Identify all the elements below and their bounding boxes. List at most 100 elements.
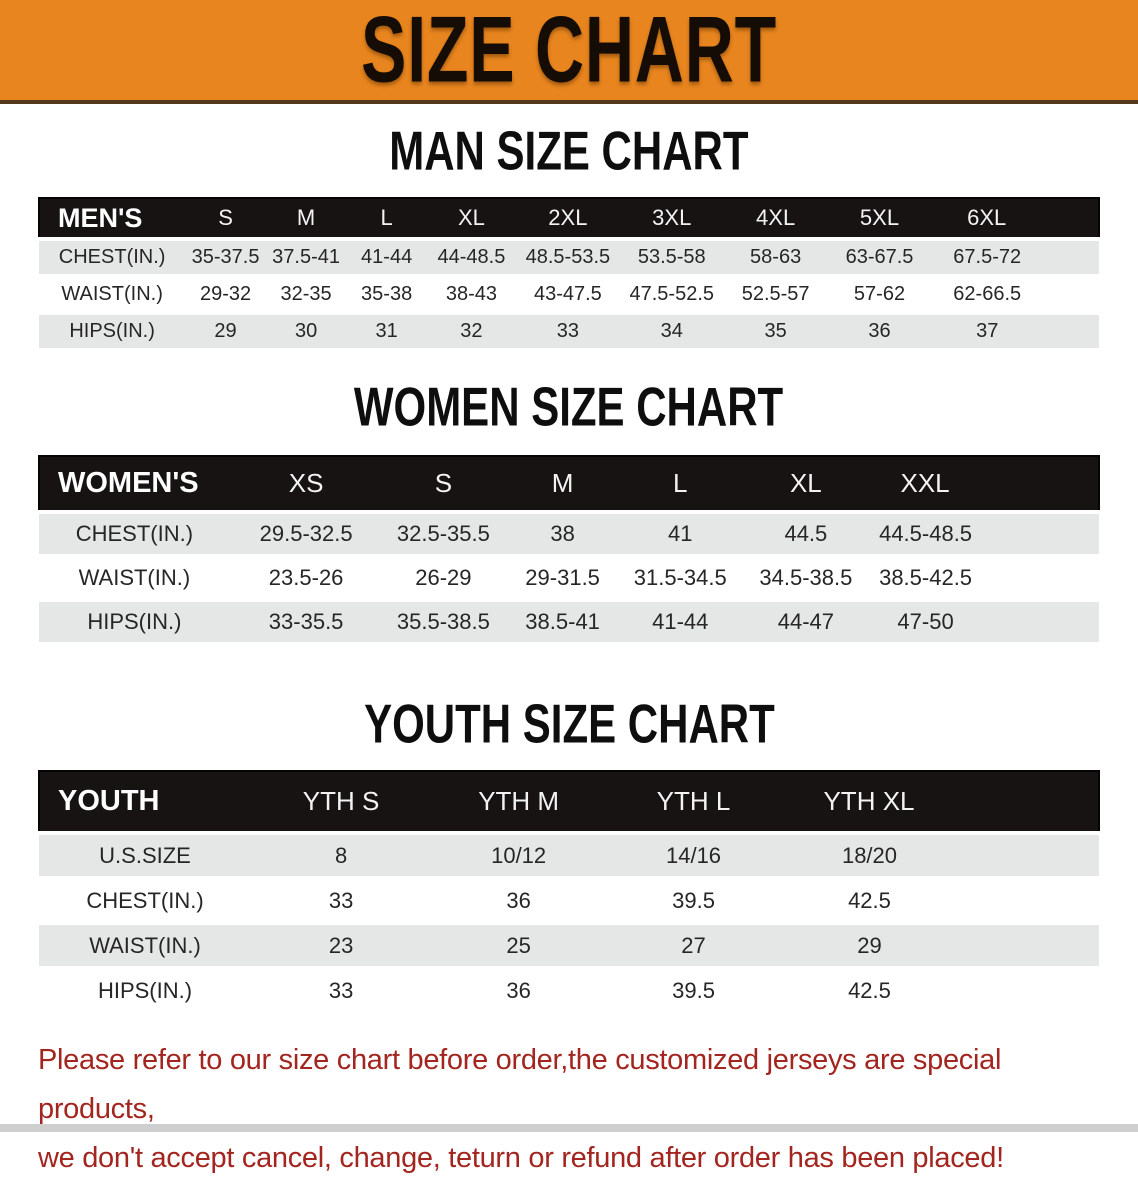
measurement-value: 34.5-38.5 bbox=[739, 554, 873, 600]
measurement-label: CHEST(IN.) bbox=[39, 510, 230, 556]
size-header-cell: YTH M bbox=[431, 770, 607, 834]
measurement-value: 42.5 bbox=[780, 966, 1099, 1011]
measurement-value: 52.5-57 bbox=[723, 274, 828, 313]
measurement-label: WAIST(IN.) bbox=[39, 921, 251, 968]
measurement-value: 41-44 bbox=[620, 598, 740, 642]
measurement-value: 37 bbox=[931, 311, 1099, 348]
measurement-value: 38.5-42.5 bbox=[872, 554, 1099, 600]
measurement-value: 36 bbox=[431, 876, 607, 923]
measurement-value: 35-38 bbox=[346, 274, 427, 313]
measurement-label: U.S.SIZE bbox=[39, 831, 251, 878]
man-size-chart-heading-text: MAN SIZE CHART bbox=[389, 120, 749, 182]
order-disclaimer: Please refer to our size chart before or… bbox=[38, 1036, 1118, 1183]
measurement-value: 35 bbox=[723, 311, 828, 348]
measurement-value: 63-67.5 bbox=[827, 237, 932, 276]
measurement-value: 39.5 bbox=[606, 876, 781, 923]
measurement-row: WAIST(IN.) 23.5-26 26-29 29-31.5 31.5-34.5 34… bbox=[39, 554, 1099, 600]
measurement-label: WAIST(IN.) bbox=[39, 554, 230, 600]
measurement-value: 29 bbox=[185, 311, 266, 348]
size-header-row: MEN'S S M L XL 2XL 3XL 4XL 5XL 6XL bbox=[37, 197, 1100, 240]
measurement-value: 41-44 bbox=[346, 237, 427, 276]
measurement-value: 29-32 bbox=[185, 274, 266, 313]
women-size-table: WOMEN'S XS S M L XL XXL CHEST(IN.) 29.5-32.5 32.5… bbox=[38, 455, 1100, 642]
bottom-edge-strip bbox=[0, 1124, 1138, 1132]
measurement-row: CHEST(IN.) 33 36 39.5 42.5 bbox=[39, 876, 1099, 923]
measurement-value: 38-43 bbox=[426, 274, 516, 313]
women-size-chart-heading-text: WOMEN SIZE CHART bbox=[354, 376, 784, 438]
women-size-chart-heading: WOMEN SIZE CHART bbox=[0, 376, 1138, 438]
measurement-value: 44.5 bbox=[739, 510, 873, 556]
measurement-value: 35-37.5 bbox=[185, 237, 266, 276]
measurement-row: HIPS(IN.) 33-35.5 35.5-38.5 38.5-41 41-44 44-… bbox=[39, 598, 1099, 642]
size-header-cell: 5XL bbox=[827, 197, 932, 240]
measurement-row: CHEST(IN.) 29.5-32.5 32.5-35.5 38 41 44.5 44.5… bbox=[39, 510, 1099, 556]
measurement-value: 35.5-38.5 bbox=[382, 598, 505, 642]
size-header-cell: S bbox=[382, 455, 505, 513]
size-header-cell: YTH L bbox=[606, 770, 781, 834]
measurement-value: 33 bbox=[515, 311, 620, 348]
measurement-value: 33-35.5 bbox=[229, 598, 383, 642]
size-header-cell: L bbox=[620, 455, 740, 513]
measurement-row: HIPS(IN.) 29 30 31 32 33 34 35 36 37 bbox=[39, 311, 1099, 348]
measurement-row: WAIST(IN.) 23 25 27 29 bbox=[39, 921, 1099, 968]
measurement-value: 33 bbox=[251, 966, 432, 1011]
measurement-value: 30 bbox=[265, 311, 347, 348]
measurement-value: 8 bbox=[251, 831, 432, 878]
measurement-value: 33 bbox=[251, 876, 432, 923]
measurement-value: 32.5-35.5 bbox=[382, 510, 505, 556]
size-header-row: YOUTH YTH S YTH M YTH L YTH XL bbox=[38, 770, 1101, 834]
measurement-value: 36 bbox=[431, 966, 607, 1011]
measurement-value: 37.5-41 bbox=[265, 237, 347, 276]
measurement-value: 26-29 bbox=[382, 554, 505, 600]
measurement-value: 53.5-58 bbox=[619, 237, 724, 276]
size-header-cell: L bbox=[346, 197, 427, 240]
measurement-value: 47-50 bbox=[872, 598, 1099, 642]
measurement-value: 29 bbox=[780, 921, 1099, 968]
measurement-value: 43-47.5 bbox=[515, 274, 620, 313]
measurement-row: WAIST(IN.) 29-32 32-35 35-38 38-43 43-47.5 47.… bbox=[39, 274, 1099, 313]
size-header-cell: 6XL bbox=[931, 197, 1100, 240]
measurement-value: 44.5-48.5 bbox=[872, 510, 1099, 556]
size-header-cell: 4XL bbox=[723, 197, 828, 240]
measurement-row: HIPS(IN.) 33 36 39.5 42.5 bbox=[39, 966, 1099, 1011]
measurement-label: WAIST(IN.) bbox=[39, 274, 186, 313]
measurement-value: 29-31.5 bbox=[504, 554, 621, 600]
measurement-value: 41 bbox=[620, 510, 740, 556]
measurement-value: 67.5-72 bbox=[931, 237, 1099, 276]
size-chart-banner: SIZE CHART bbox=[0, 0, 1138, 104]
measurement-value: 39.5 bbox=[606, 966, 781, 1011]
measurement-value: 23.5-26 bbox=[229, 554, 383, 600]
measurement-label: HIPS(IN.) bbox=[39, 966, 251, 1011]
man-size-chart-heading: MAN SIZE CHART bbox=[0, 120, 1138, 182]
measurement-value: 58-63 bbox=[723, 237, 828, 276]
size-header-row: WOMEN'S XS S M L XL XXL bbox=[38, 455, 1100, 513]
group-label: YOUTH bbox=[38, 770, 251, 834]
size-chart-title: SIZE CHART bbox=[361, 0, 777, 103]
youth-size-chart-heading: YOUTH SIZE CHART bbox=[0, 697, 1138, 752]
measurement-row: CHEST(IN.) 35-37.5 37.5-41 41-44 44-48.5 48.5… bbox=[39, 237, 1099, 276]
size-header-cell: S bbox=[185, 197, 266, 240]
measurement-value: 14/16 bbox=[606, 831, 781, 878]
size-header-cell: M bbox=[265, 197, 347, 240]
measurement-value: 32-35 bbox=[265, 274, 347, 313]
measurement-value: 62-66.5 bbox=[931, 274, 1099, 313]
measurement-value: 25 bbox=[431, 921, 607, 968]
disclaimer-line-1: Please refer to our size chart before or… bbox=[38, 1044, 1002, 1125]
measurement-value: 38 bbox=[504, 510, 621, 556]
measurement-value: 34 bbox=[619, 311, 724, 348]
youth-size-table: YOUTH YTH S YTH M YTH L YTH XL U.S.SIZE 8 10/12… bbox=[38, 770, 1101, 1011]
measurement-label: HIPS(IN.) bbox=[39, 598, 230, 642]
measurement-row: U.S.SIZE 8 10/12 14/16 18/20 bbox=[39, 831, 1099, 878]
measurement-value: 44-47 bbox=[739, 598, 873, 642]
measurement-value: 10/12 bbox=[431, 831, 607, 878]
size-header-cell: YTH XL bbox=[780, 770, 1101, 834]
measurement-label: CHEST(IN.) bbox=[39, 237, 186, 276]
measurement-value: 27 bbox=[606, 921, 781, 968]
men-size-table: MEN'S S M L XL 2XL 3XL 4XL 5XL 6XL CHEST(IN.) 35-37… bbox=[37, 197, 1100, 348]
measurement-value: 31.5-34.5 bbox=[620, 554, 740, 600]
measurement-value: 31 bbox=[346, 311, 427, 348]
measurement-value: 48.5-53.5 bbox=[515, 237, 620, 276]
size-header-cell: 2XL bbox=[515, 197, 620, 240]
measurement-value: 23 bbox=[251, 921, 432, 968]
measurement-value: 42.5 bbox=[780, 876, 1099, 923]
